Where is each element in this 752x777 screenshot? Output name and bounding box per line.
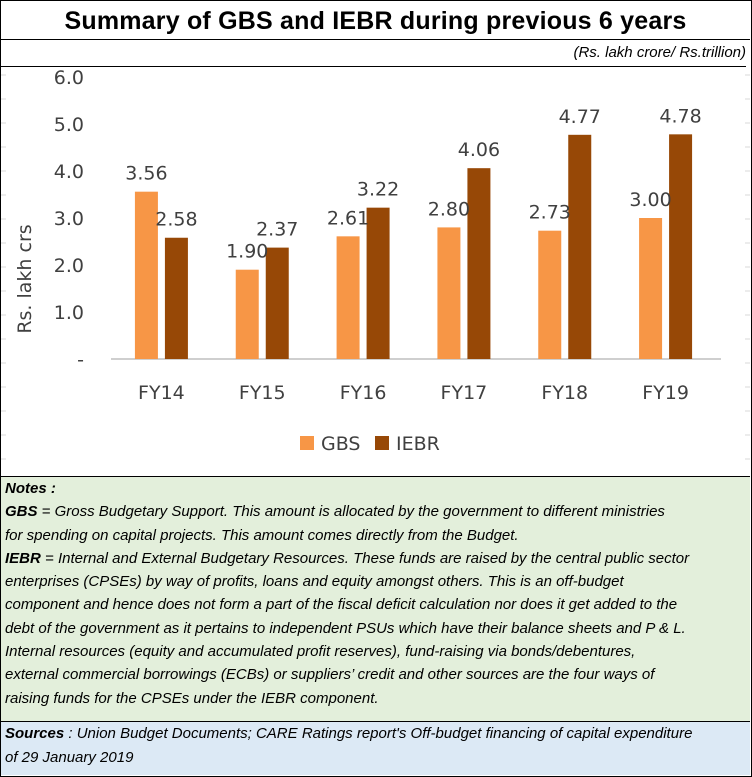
bar-iebr (467, 168, 491, 359)
notes-section: Notes : GBS = Gross Budgetary Support. T… (1, 476, 750, 722)
data-labels: 3.56 2.58 1.902.37 2.61 3.22 2.80 4.06 2.73 4.77… (125, 105, 701, 262)
x-axis-ticks: FY14 FY15 FY16 FY17 FY18 FY19 (138, 382, 689, 404)
gbs-definition-line: = Gross Budgetary Support. This amount i… (37, 503, 665, 521)
x-tick-label: FY19 (642, 382, 689, 404)
y-tick-label: 2.0 (54, 255, 84, 277)
y-axis-ticks: - 1.0 2.0 3.0 4.0 5.0 6.0 (54, 67, 84, 371)
bars (134, 134, 693, 359)
y-tick-label: - (77, 349, 84, 371)
bar-gbs (336, 236, 360, 359)
data-label-iebr: 4.77 (559, 106, 601, 128)
bar-gbs (639, 218, 663, 359)
data-label-gbs: 2.61 (327, 207, 369, 229)
gbs-term: GBS (5, 503, 38, 521)
iebr-definition-line: external commercial borrowings (ECBs) or… (5, 666, 655, 684)
sources-section: Sources : Union Budget Documents; CARE R… (1, 722, 750, 775)
iebr-definition-line: debt of the government as it pertains to… (5, 619, 686, 637)
bar-iebr (164, 237, 188, 359)
bar-iebr (265, 247, 289, 359)
x-tick-label: FY15 (239, 382, 286, 404)
legend: GBS IEBR (300, 433, 440, 455)
y-tick-label: 5.0 (54, 114, 84, 136)
y-tick-label: 6.0 (54, 67, 84, 89)
edge-gridline-ticks (1, 74, 750, 460)
data-label-gbs: 1.90 (226, 241, 268, 263)
bar-gbs (134, 191, 158, 359)
y-tick-label: 1.0 (54, 302, 84, 324)
x-tick-label: FY18 (541, 382, 588, 404)
data-label-iebr: 4.06 (458, 139, 500, 161)
x-tick-label: FY14 (138, 382, 185, 404)
bar-gbs (538, 230, 562, 359)
bar-iebr (568, 134, 592, 359)
data-label-gbs: 2.73 (529, 202, 571, 224)
legend-swatch-iebr (375, 436, 389, 450)
bar-gbs (235, 269, 259, 359)
bar-iebr (669, 134, 693, 359)
y-tick-label: 3.0 (54, 208, 84, 230)
bar-gbs (437, 227, 461, 359)
notes-heading: Notes : (5, 480, 56, 497)
iebr-definition-line: raising funds for the CPSEs under the IE… (5, 689, 379, 707)
unit-note: (Rs. lakh crore/ Rs.trillion) (1, 40, 746, 67)
sources-text-line: of 29 January 2019 (5, 749, 134, 766)
iebr-definition-line: Internal resources (equity and accumulat… (5, 643, 636, 661)
data-label-gbs: 2.80 (428, 198, 470, 220)
iebr-term: IEBR (5, 549, 41, 567)
gbs-definition-line: for spending on capital projects. This a… (5, 526, 519, 544)
iebr-definition-line: enterprises (CPSEs) by way of profits, l… (5, 573, 624, 591)
legend-label-gbs: GBS (321, 433, 360, 455)
chart-area: Rs. lakh crs - 1.0 2.0 3.0 4.0 5.0 6.0 3.56 2.5… (1, 67, 750, 475)
data-label-iebr: 2.37 (256, 219, 298, 241)
y-axis-label: Rs. lakh crs (14, 224, 36, 333)
x-tick-label: FY17 (441, 382, 488, 404)
data-label-gbs: 3.00 (629, 189, 671, 211)
data-label-gbs: 3.56 (125, 163, 167, 185)
page-title: Summary of GBS and IEBR during previous … (1, 1, 750, 40)
bar-chart: Rs. lakh crs - 1.0 2.0 3.0 4.0 5.0 6.0 3.56 2.5… (1, 67, 750, 460)
iebr-definition-line: = Internal and External Budgetary Resour… (40, 549, 690, 567)
data-label-iebr: 4.78 (659, 105, 701, 127)
x-tick-label: FY16 (340, 382, 387, 404)
y-tick-label: 4.0 (54, 161, 84, 183)
legend-label-iebr: IEBR (396, 433, 440, 455)
bar-iebr (366, 207, 390, 359)
sources-label: Sources (5, 725, 65, 742)
data-label-iebr: 2.58 (155, 209, 197, 231)
iebr-definition-line: component and hence does not form a part… (5, 596, 678, 614)
legend-swatch-gbs (300, 436, 314, 450)
sources-text-line: : Union Budget Documents; CARE Ratings r… (64, 725, 693, 742)
data-label-iebr: 3.22 (357, 179, 399, 201)
